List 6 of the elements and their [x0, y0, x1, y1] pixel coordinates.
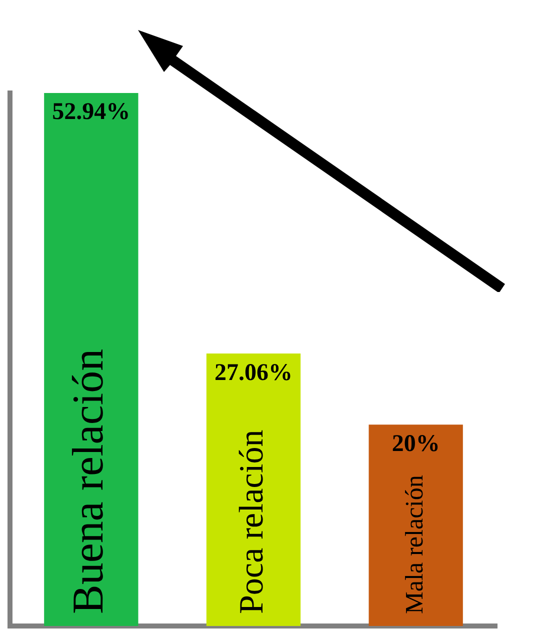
- data-label: 20%: [392, 430, 440, 457]
- x-tick-label: Poca relación: [233, 430, 270, 614]
- data-label: 27.06%: [214, 360, 292, 386]
- x-tick-label: Mala relación: [401, 474, 428, 614]
- data-label: 52.94%: [52, 99, 130, 126]
- x-tick-label: Buena relación: [64, 348, 113, 614]
